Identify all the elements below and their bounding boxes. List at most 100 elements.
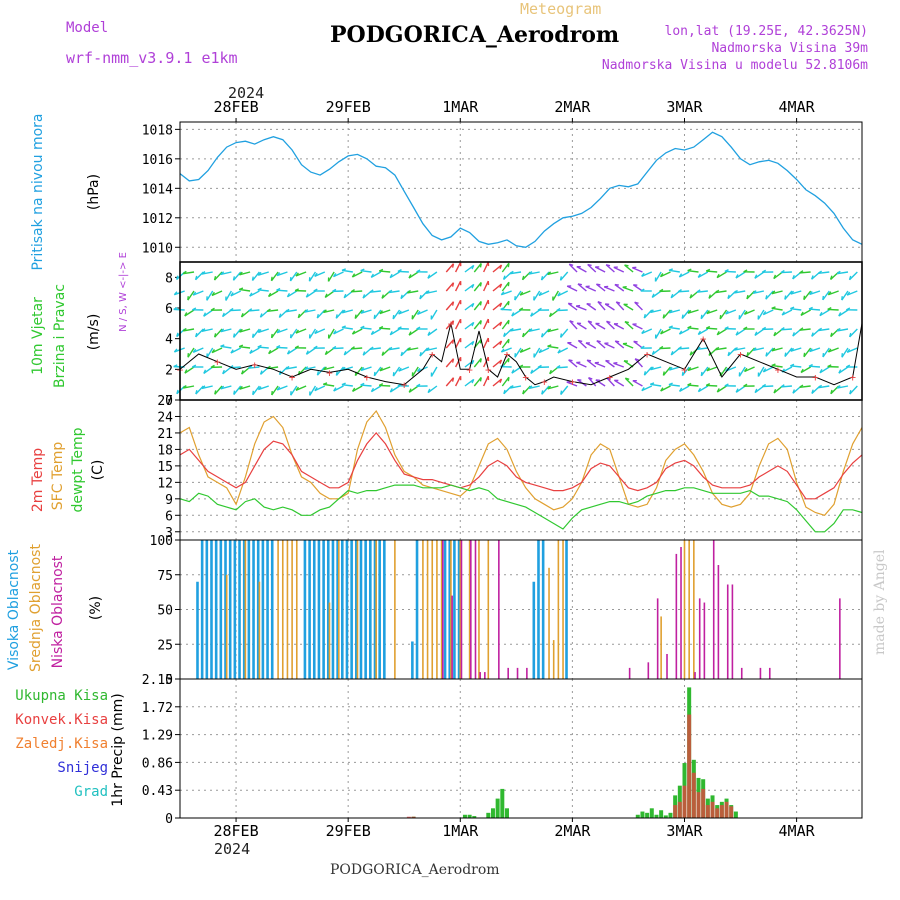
- wind-arrow-head-178: [408, 331, 412, 336]
- wind-arrow-367: [660, 328, 671, 335]
- wind-arrow-head-46: [230, 349, 234, 354]
- wind-arrow-229: [482, 356, 489, 368]
- wind-arrow-head-471: [800, 311, 804, 316]
- wind-arrow-38: [220, 328, 232, 333]
- wind-arrow-455: [780, 271, 792, 274]
- precip-bar-1-6: [691, 772, 696, 818]
- wind-arrow-134: [351, 290, 363, 293]
- wind-arrow-22: [206, 290, 214, 301]
- wind-arrow-head-92: [294, 288, 300, 292]
- wind-arrow-head-59: [251, 333, 254, 338]
- wind-arrow-head-459: [784, 352, 787, 357]
- wind-arrow-head-381: [678, 330, 683, 335]
- wind-gust-mark-2: +: [214, 356, 221, 369]
- wind-arrow-36: [225, 290, 232, 301]
- wind-gust-mark-30: +: [606, 371, 613, 384]
- elevation-label: Nadmorska Visina 39m: [711, 41, 868, 56]
- wind-arrow-129: [341, 326, 353, 330]
- ytick-label-precip-1: 0.43: [142, 784, 173, 799]
- wind-arrow-head-118: [323, 382, 328, 385]
- precip-bar-1-9: [705, 805, 710, 818]
- wind-arrow-138: [354, 366, 363, 377]
- wind-arrow-head-157: [378, 325, 384, 329]
- wind-arrow-head-456: [784, 295, 787, 300]
- wind-arrow-head-183: [419, 294, 422, 300]
- wind-arrow-463: [790, 290, 802, 295]
- model-label: Model: [66, 20, 109, 36]
- wind-arrow-head-416: [724, 326, 729, 330]
- wind-gust-mark-10: +: [364, 371, 371, 384]
- wind-arrow-321: [595, 379, 606, 387]
- wind-arrow-head-314: [588, 377, 593, 380]
- wind-arrow-head-488: [819, 368, 823, 374]
- wind-arrow-head-263: [519, 348, 524, 353]
- wind-arrow-head-379: [677, 289, 682, 293]
- wind-arrow-head-116: [324, 350, 328, 355]
- wind-arrow-191: [430, 309, 438, 320]
- wind-arrow-425: [738, 366, 746, 377]
- wind-arrow-57: [249, 290, 260, 297]
- wind-arrow-head-154: [378, 268, 384, 272]
- wind-arrow-head-127: [343, 293, 347, 299]
- ytick-label-temperature-0: 3: [165, 526, 173, 541]
- wind-arrow-287: [559, 271, 569, 281]
- wind-arrow-head-421: [733, 289, 738, 294]
- wind-arrow-head-111: [314, 387, 318, 392]
- wind-arrow-84: [289, 271, 298, 282]
- wind-arrow-61: [248, 366, 260, 369]
- coords-label: lon,lat (19.25E, 42.3625N): [664, 24, 869, 39]
- wind-arrow-head-257: [511, 369, 515, 374]
- wind-arrow-464: [790, 307, 802, 311]
- precip-bar-1-14: [729, 806, 734, 818]
- wind-arrow-head-160: [378, 383, 384, 387]
- ytick-label-temperature-7: 24: [157, 410, 173, 425]
- wind-arrow-head-78: [276, 287, 281, 291]
- precip-bar-0-12: [649, 808, 654, 818]
- wind-arrow-266: [528, 271, 540, 275]
- precip-bar-0-14: [659, 810, 664, 818]
- wind-arrow-head-4: [173, 348, 178, 353]
- wind-arrow-393: [696, 290, 708, 293]
- wind-arrow-head-202: [451, 377, 455, 382]
- wind-arrow-299: [568, 359, 578, 368]
- wind-arrow-334: [613, 362, 625, 368]
- ytick-label-temperature-8: 27: [157, 394, 173, 409]
- wind-arrow-head-368: [659, 345, 664, 350]
- wind-arrow-369: [662, 366, 672, 376]
- wind-arrow-450: [771, 307, 783, 311]
- wind-arrow-head-356: [641, 387, 645, 392]
- wind-arrow-head-179: [406, 347, 411, 351]
- wind-arrow-head-131: [341, 366, 346, 371]
- wind-arrow-head-142: [360, 309, 365, 314]
- wind-arrow-head-237: [499, 378, 503, 384]
- wind-arrow-head-424: [733, 347, 738, 351]
- wind-arrow-head-176: [406, 289, 411, 294]
- wind-arrow-345: [634, 301, 643, 311]
- wind-arrow-head-167: [389, 388, 393, 393]
- wind-arrow-head-449: [771, 290, 776, 295]
- wind-arrow-333: [614, 340, 625, 349]
- wind-arrow-9: [184, 309, 195, 317]
- precip-bar-1-0: [406, 816, 411, 818]
- wind-arrow-415: [725, 309, 737, 315]
- wind-arrow-head-245: [502, 275, 506, 280]
- wind-arrow-head-255: [509, 327, 514, 332]
- wind-arrow-257: [511, 366, 522, 374]
- wind-arrow-274: [538, 290, 550, 297]
- wind-arrow-head-440: [754, 388, 758, 393]
- wind-arrow-59: [252, 328, 260, 339]
- wind-arrow-head-56: [251, 276, 254, 281]
- wind-arrow-head-66: [257, 329, 262, 333]
- wind-arrow-64: [257, 289, 269, 292]
- wind-arrow-head-300: [566, 380, 571, 383]
- wind-gust-mark-44: +: [849, 371, 856, 384]
- wind-arrow-494: [828, 347, 839, 353]
- precip-bar-1-4: [682, 785, 687, 818]
- wind-arrow-124: [335, 366, 345, 376]
- xtick-top-5: 4MAR: [779, 98, 816, 116]
- wind-arrow-head-433: [743, 383, 748, 387]
- wind-arrow-485: [819, 309, 830, 317]
- wind-arrow-head-41: [220, 385, 225, 390]
- wind-arrow-236: [492, 359, 502, 368]
- wind-arrow-206: [454, 318, 462, 330]
